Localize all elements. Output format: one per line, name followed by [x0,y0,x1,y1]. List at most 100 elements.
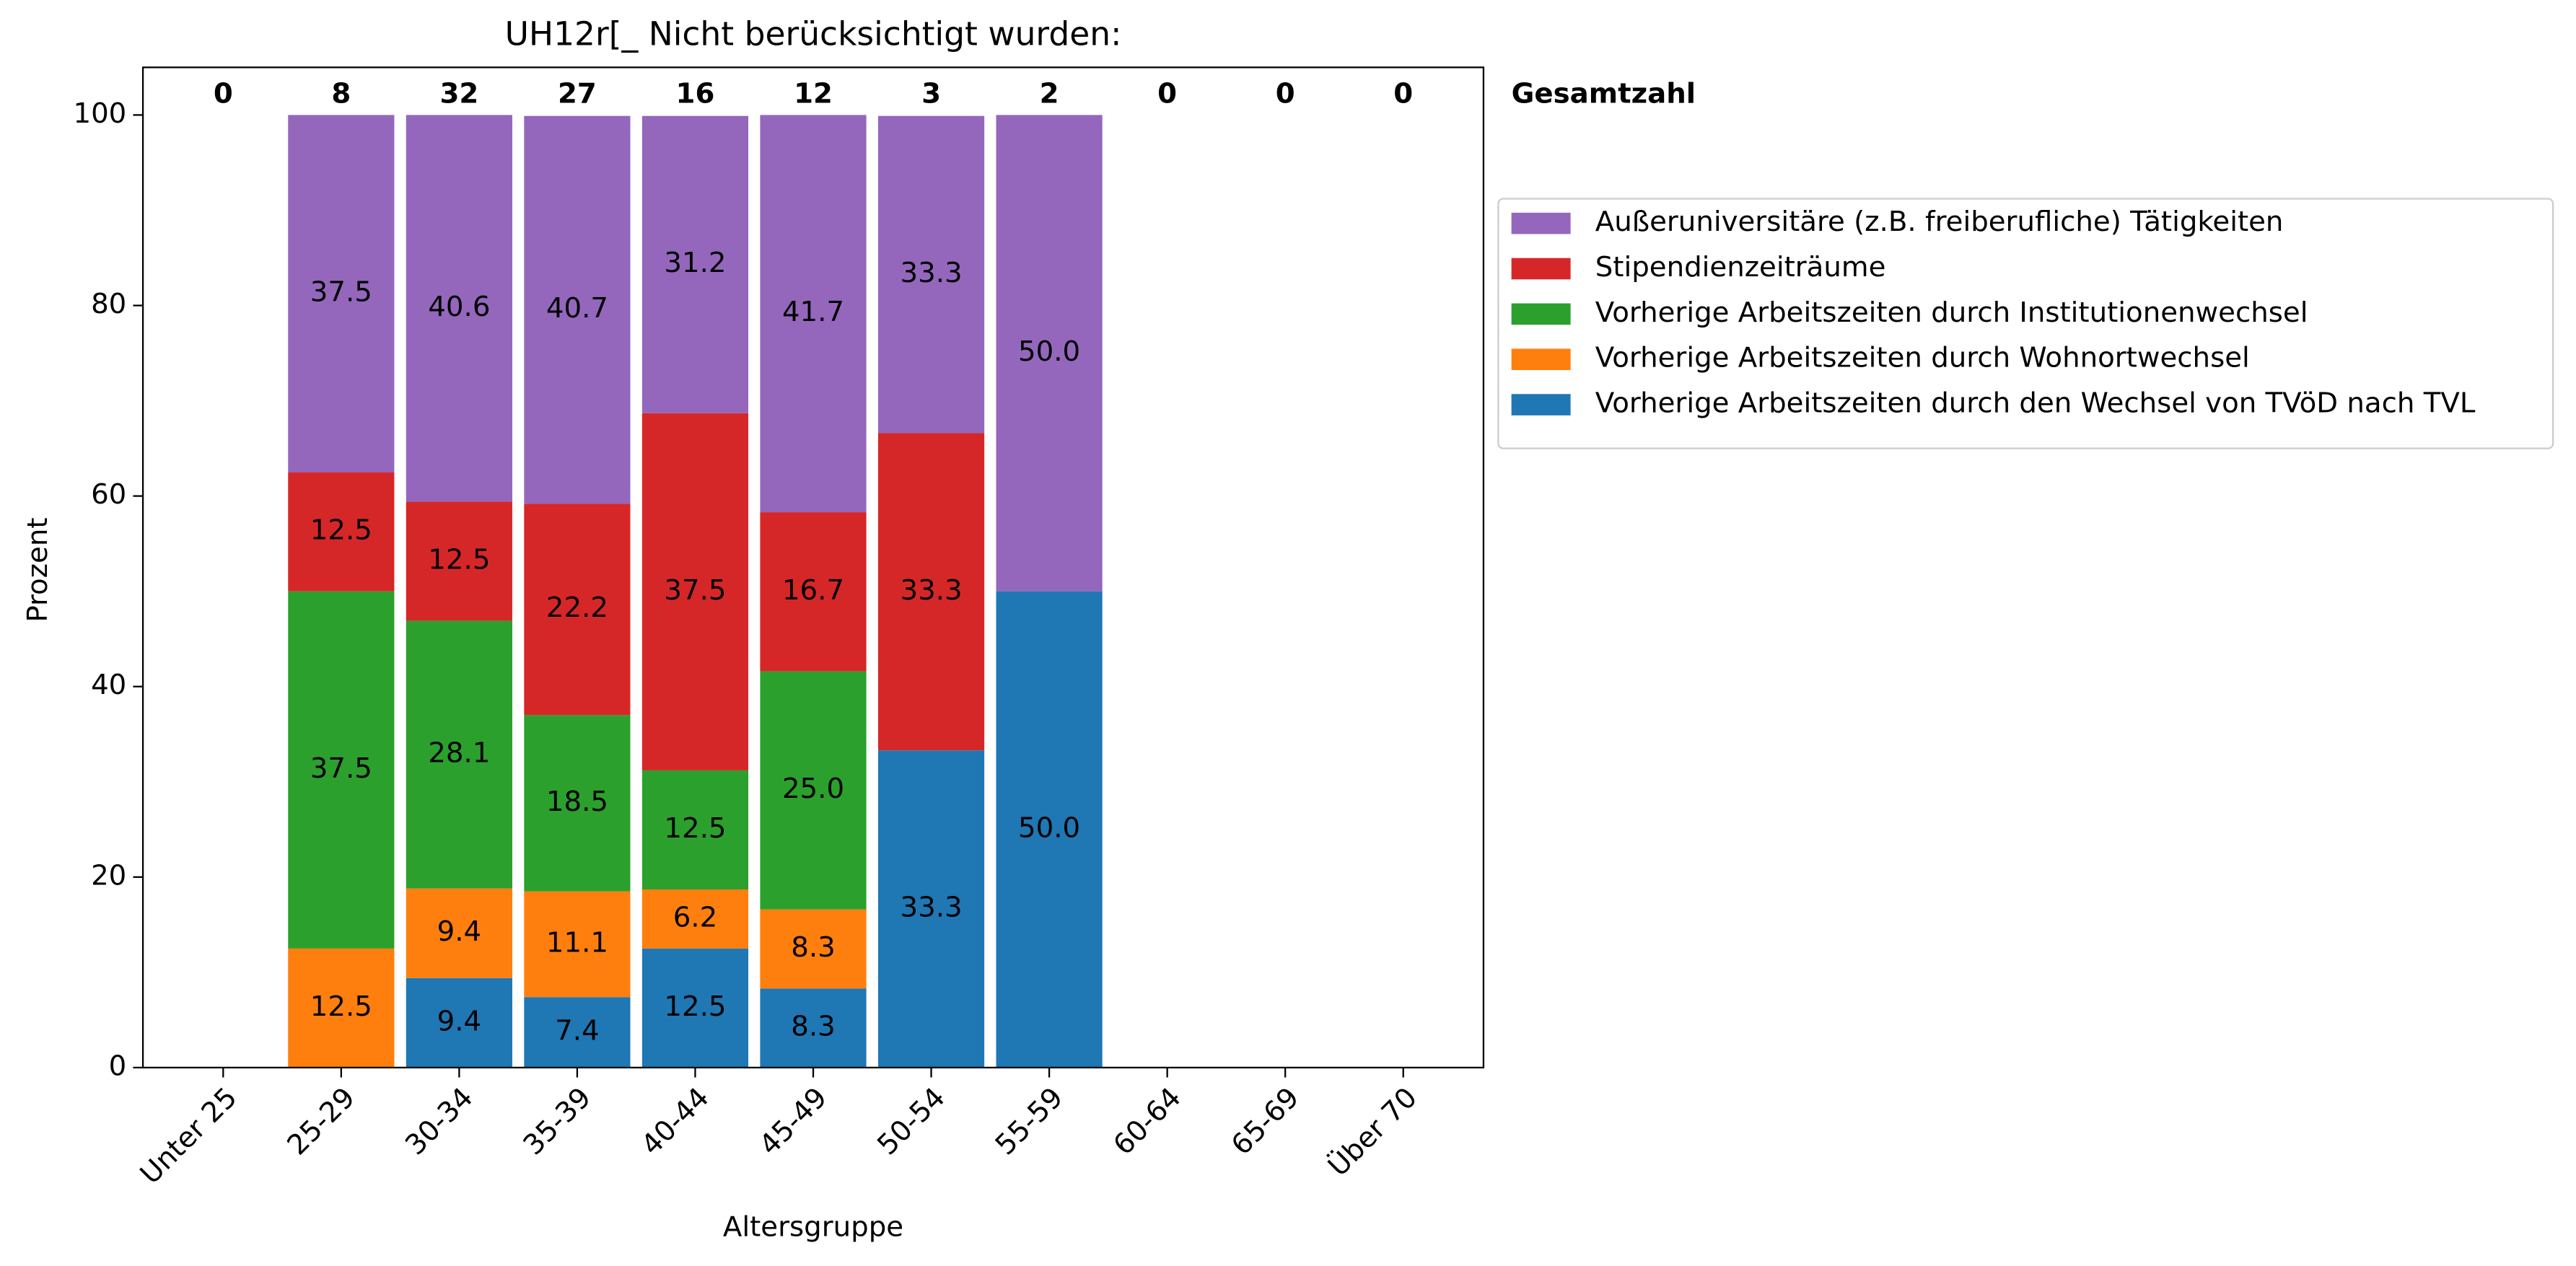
legend-swatch [1511,303,1571,325]
bar-segment [406,620,512,889]
value-label: 50.0 [1018,335,1080,368]
totals-label: Gesamtzahl [1512,78,1696,110]
legend-label: Vorherige Arbeitszeiten durch den Wechse… [1595,387,2476,420]
legend-frame [1497,198,2554,449]
legend-label: Stipendienzeiträume [1595,251,1886,283]
bar-segment [524,715,631,892]
x-tick-label: 55-59 [989,1081,1069,1161]
bar-segment [641,413,749,770]
value-label: 33.3 [900,257,962,289]
bar-segment [288,591,395,949]
bar-segment [996,591,1103,1068]
total-label: 0 [1276,78,1295,110]
total-label: 8 [331,78,351,110]
value-label: 40.6 [428,291,490,323]
y-tick-label: 100 [73,97,126,130]
x-tick-label: 25-29 [281,1081,362,1161]
value-label: 9.4 [437,1005,482,1037]
value-label: 33.3 [900,574,962,607]
value-label: 9.4 [437,915,482,948]
x-tick-label: Über 70 [1321,1081,1423,1182]
bar-segment [760,988,867,1068]
value-label: 8.3 [791,931,836,964]
y-tick-label: 80 [91,288,126,320]
x-axis-label: Altersgruppe [723,1211,903,1244]
bar-segment [406,888,512,978]
value-label: 33.3 [900,892,962,924]
value-label: 37.5 [310,276,372,309]
value-label: 18.5 [546,786,608,818]
x-tick-label: 65-69 [1225,1081,1305,1161]
bar-segment [524,115,631,504]
total-label: 32 [439,78,478,110]
value-label: 16.7 [782,574,844,607]
y-tick-label: 0 [109,1050,127,1082]
bar-segment [996,115,1103,592]
bar-segment [760,115,867,513]
value-label: 41.7 [782,296,844,328]
bar-segment [760,512,867,672]
x-tick-label: 50-54 [871,1081,951,1161]
bar-segment [760,909,867,989]
value-label: 12.5 [428,544,490,576]
value-label: 37.5 [664,574,726,607]
bar-segment [288,948,395,1068]
legend-swatch [1511,258,1571,280]
value-label: 28.1 [428,737,490,770]
legend-swatch [1511,212,1571,234]
x-tick-label: 40-44 [635,1081,715,1161]
total-label: 3 [921,78,941,110]
bar-segment [288,115,395,472]
value-label: 7.4 [555,1015,600,1047]
legend: Außeruniversitäre (z.B. freiberufliche) … [1497,198,2554,449]
value-label: 12.5 [664,812,726,845]
chart-title: UH12r[_ Nicht berücksichtigt wurden: [505,15,1122,53]
bar-segment [406,977,512,1068]
total-label: 16 [676,78,715,110]
bar-segment [877,433,985,751]
bar-segment [406,501,512,621]
value-label: 11.1 [546,926,608,959]
x-tick-label: 30-34 [399,1081,479,1161]
bar-segment [406,115,512,502]
y-tick-label: 40 [91,669,126,701]
total-label: 27 [558,78,597,110]
value-label: 22.2 [546,592,608,624]
bar-segment [641,948,749,1068]
value-label: 12.5 [310,514,372,547]
x-tick-label: 60-64 [1107,1081,1187,1161]
total-label: 12 [794,78,833,110]
bar-segment [877,115,985,434]
bar-segment [524,504,631,716]
value-label: 12.5 [664,990,726,1023]
total-label: 0 [1157,78,1177,110]
y-tick-label: 60 [91,478,126,511]
value-label: 37.5 [310,752,372,785]
legend-label: Vorherige Arbeitszeiten durch Institutio… [1595,296,2308,329]
bar-segment [524,891,631,998]
legend-label: Außeruniversitäre (z.B. freiberufliche) … [1595,206,2284,238]
value-label: 50.0 [1018,812,1080,844]
x-tick-label: Unter 25 [134,1081,243,1190]
x-tick-label: 45-49 [753,1081,833,1161]
legend-label: Vorherige Arbeitszeiten durch Wohnortwec… [1595,342,2250,374]
value-label: 31.2 [664,247,726,279]
value-label: 8.3 [791,1011,836,1043]
legend-swatch [1511,348,1571,370]
value-label: 25.0 [782,773,844,805]
bar-segment [760,671,867,910]
bar-segment [524,997,631,1068]
y-axis-label: Prozent [22,517,54,622]
value-label: 40.7 [546,292,608,325]
bar-segment [288,472,395,592]
total-label: 0 [1393,78,1413,110]
plot-frame [141,66,1485,1069]
total-label: 0 [214,78,233,110]
value-label: 6.2 [673,901,718,933]
y-tick-label: 20 [91,859,126,892]
total-label: 2 [1040,78,1059,110]
bar-segment [641,770,749,889]
legend-swatch [1511,394,1571,416]
